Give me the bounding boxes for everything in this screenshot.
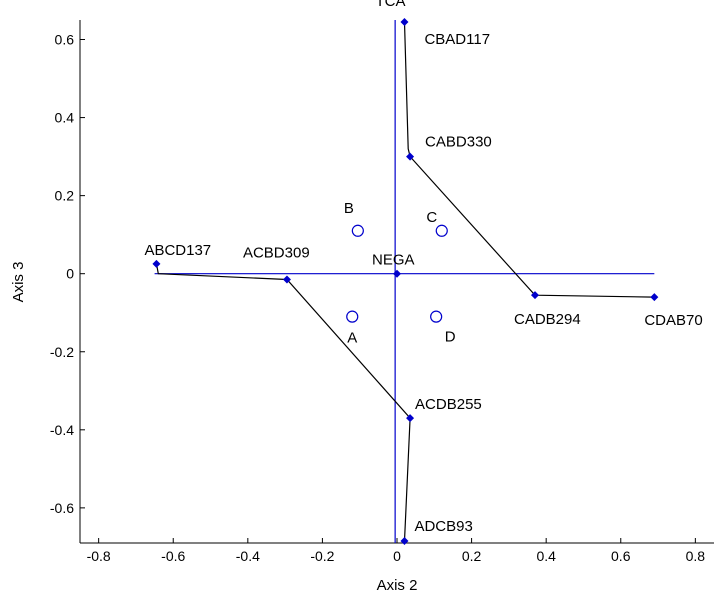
- point-marker: [282, 275, 291, 284]
- y-tick-label: 0.2: [55, 188, 75, 204]
- point-label: ACBD309: [243, 245, 310, 262]
- point-label: ACDB255: [415, 396, 482, 413]
- point-marker: [152, 259, 161, 268]
- group-marker: [346, 310, 359, 323]
- connecting-path: [155, 263, 411, 542]
- point-label: CADB294: [514, 311, 581, 328]
- point-label: CDAB70: [644, 312, 702, 329]
- group-label: A: [347, 330, 357, 347]
- group-marker: [430, 310, 443, 323]
- point-label: NEGA: [372, 252, 415, 269]
- x-axis-ticks: -0.8 -0.6 -0.4 -0.2 0 0.2 0.4 0.6 0.8: [87, 538, 706, 564]
- x-tick-label: -0.8: [87, 548, 111, 564]
- connecting-paths: [155, 21, 655, 542]
- x-tick-label: 0.2: [462, 548, 482, 564]
- point-label: CBAD117: [424, 31, 490, 48]
- x-tick-label: -0.2: [310, 548, 334, 564]
- y-axis-label: Axis 3: [10, 262, 27, 303]
- x-tick-label: -0.4: [236, 548, 260, 564]
- point-marker: [530, 291, 539, 300]
- point-marker: [650, 293, 659, 302]
- group-marker: [435, 224, 448, 237]
- y-tick-label: 0.4: [55, 110, 75, 126]
- group-points: A B C D: [344, 200, 456, 347]
- y-tick-label: -0.4: [50, 422, 74, 438]
- y-tick-label: 0.6: [55, 32, 75, 48]
- x-tick-label: 0.4: [536, 548, 556, 564]
- group-label: B: [344, 200, 354, 217]
- y-tick-label: -0.2: [50, 344, 74, 360]
- x-axis-label: Axis 2: [377, 577, 418, 594]
- point-marker: [400, 17, 409, 26]
- point-marker: [393, 269, 401, 278]
- plot-frame: [79, 20, 714, 544]
- x-tick-label: 0.6: [611, 548, 631, 564]
- group-marker: [351, 224, 364, 237]
- y-tick-label: 0: [66, 266, 74, 282]
- connecting-path: [403, 21, 655, 298]
- point-label: TCA: [375, 0, 405, 10]
- y-tick-label: -0.6: [50, 500, 74, 516]
- x-tick-label: -0.6: [161, 548, 185, 564]
- x-tick-label: 0: [393, 548, 401, 564]
- x-tick-label: 0.8: [686, 548, 706, 564]
- point-label: ADCB93: [414, 518, 472, 535]
- point-marker: [406, 152, 415, 161]
- point-label: ABCD137: [144, 242, 211, 259]
- point-marker: [400, 537, 409, 546]
- axis-lines: [154, 20, 655, 543]
- labeled-points: TCA CBAD117 CABD330 CADB294 CDAB70 NEGA ABCD13…: [144, 0, 703, 546]
- group-label: D: [445, 329, 456, 346]
- point-label: CABD330: [425, 134, 492, 151]
- point-marker: [406, 414, 415, 423]
- y-axis-ticks: -0.6 -0.4 -0.2 0 0.2 0.4 0.6: [50, 32, 85, 516]
- group-label: C: [426, 209, 437, 226]
